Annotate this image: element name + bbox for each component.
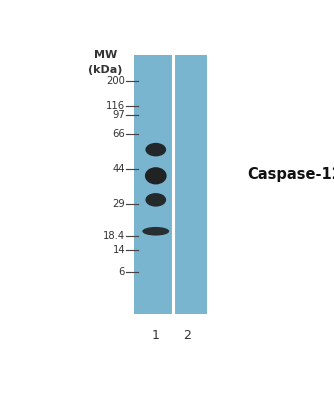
- Ellipse shape: [145, 193, 166, 207]
- Text: 6: 6: [119, 267, 125, 277]
- Bar: [134, 55, 207, 314]
- Text: 14: 14: [113, 245, 125, 255]
- Text: 97: 97: [112, 110, 125, 120]
- Ellipse shape: [145, 167, 167, 184]
- Text: 2: 2: [184, 329, 191, 342]
- Text: 44: 44: [113, 164, 125, 174]
- Text: 1: 1: [152, 329, 160, 342]
- Text: Caspase-12: Caspase-12: [247, 167, 334, 182]
- Text: 200: 200: [106, 76, 125, 86]
- Text: (kDa): (kDa): [88, 65, 122, 75]
- Text: 18.4: 18.4: [103, 232, 125, 242]
- Text: MW: MW: [94, 50, 117, 60]
- Text: 116: 116: [106, 101, 125, 111]
- Ellipse shape: [145, 143, 166, 156]
- Text: 66: 66: [112, 129, 125, 139]
- Ellipse shape: [142, 227, 169, 236]
- Text: 29: 29: [112, 200, 125, 210]
